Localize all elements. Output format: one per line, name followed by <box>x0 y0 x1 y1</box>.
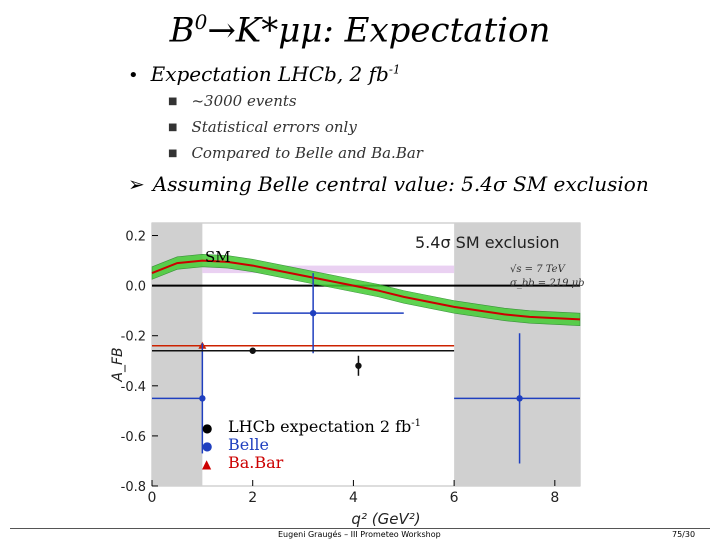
belle-point <box>516 395 523 402</box>
legend-marker: ● <box>202 421 212 435</box>
bullet-expectation: • Expectation LHCb, 2 fb-1 <box>128 62 401 86</box>
afb-chart: 0 2 4 6 8 0.2 0.0 -0.2 -0.4 -0.6 -0.8 q² (GeV²) A_FB… <box>110 222 585 528</box>
measurement-band <box>202 265 455 274</box>
y-axis-label: A_FB <box>110 347 126 382</box>
x-tick-label: 4 <box>349 490 358 506</box>
sub-item: ■ Statistical errors only <box>168 118 357 136</box>
belle-point <box>199 395 206 402</box>
legend-label: Belle <box>228 435 269 454</box>
footer-divider <box>10 528 710 529</box>
sub-item: ■ ~3000 events <box>168 92 297 110</box>
footer-text: Eugeni Graugés – III Prometeo Workshop <box>278 530 441 539</box>
square-bullet-icon: ■ <box>168 122 178 133</box>
veto-band <box>454 223 580 486</box>
x-tick-label: 8 <box>550 490 559 506</box>
sub-item: ■ Compared to Belle and Ba.Bar <box>168 144 423 162</box>
sm-central-line <box>151 259 581 321</box>
exclusion-annotation: 5.4σ SM exclusion <box>415 233 560 252</box>
y-tick-label: -0.8 <box>121 480 146 495</box>
square-bullet-icon: ■ <box>168 148 178 159</box>
x-axis-label: q² (GeV²) <box>351 510 420 528</box>
energy-annotation: √s = 7 TeV <box>510 264 567 275</box>
x-tick-label: 0 <box>148 490 157 506</box>
square-bullet-icon: ■ <box>168 96 178 107</box>
legend-label: Ba.Bar <box>228 453 284 472</box>
arrow-bullet-icon: ➢ <box>128 172 145 196</box>
y-tick-label: -0.2 <box>121 330 146 345</box>
y-tick-label: 0.0 <box>125 280 146 295</box>
x-tick-label: 2 <box>248 490 257 506</box>
sm-band <box>151 254 581 327</box>
page-number: 75/30 <box>672 530 696 539</box>
y-tick-label: -0.6 <box>121 430 146 445</box>
sm-annotation: SM <box>205 248 231 266</box>
y-tick-label: 0.2 <box>125 230 146 245</box>
bullet-assumption: ➢ Assuming Belle central value: 5.4σ SM e… <box>128 172 649 196</box>
lhcb-point <box>249 347 256 354</box>
lhcb-point <box>355 362 362 369</box>
y-tick-label: -0.4 <box>121 380 146 395</box>
xsec-annotation: σ_bb = 219 μb <box>510 278 585 289</box>
bullet-dot-icon: • <box>128 65 139 86</box>
legend-marker: ▲ <box>202 457 212 471</box>
x-tick-label: 6 <box>450 490 459 506</box>
legend-label: LHCb expectation 2 fb-1 <box>228 417 421 436</box>
slide-title: B0→K*μμ: Expectation <box>169 10 551 51</box>
legend-marker: ● <box>202 439 212 453</box>
belle-point <box>309 309 317 317</box>
